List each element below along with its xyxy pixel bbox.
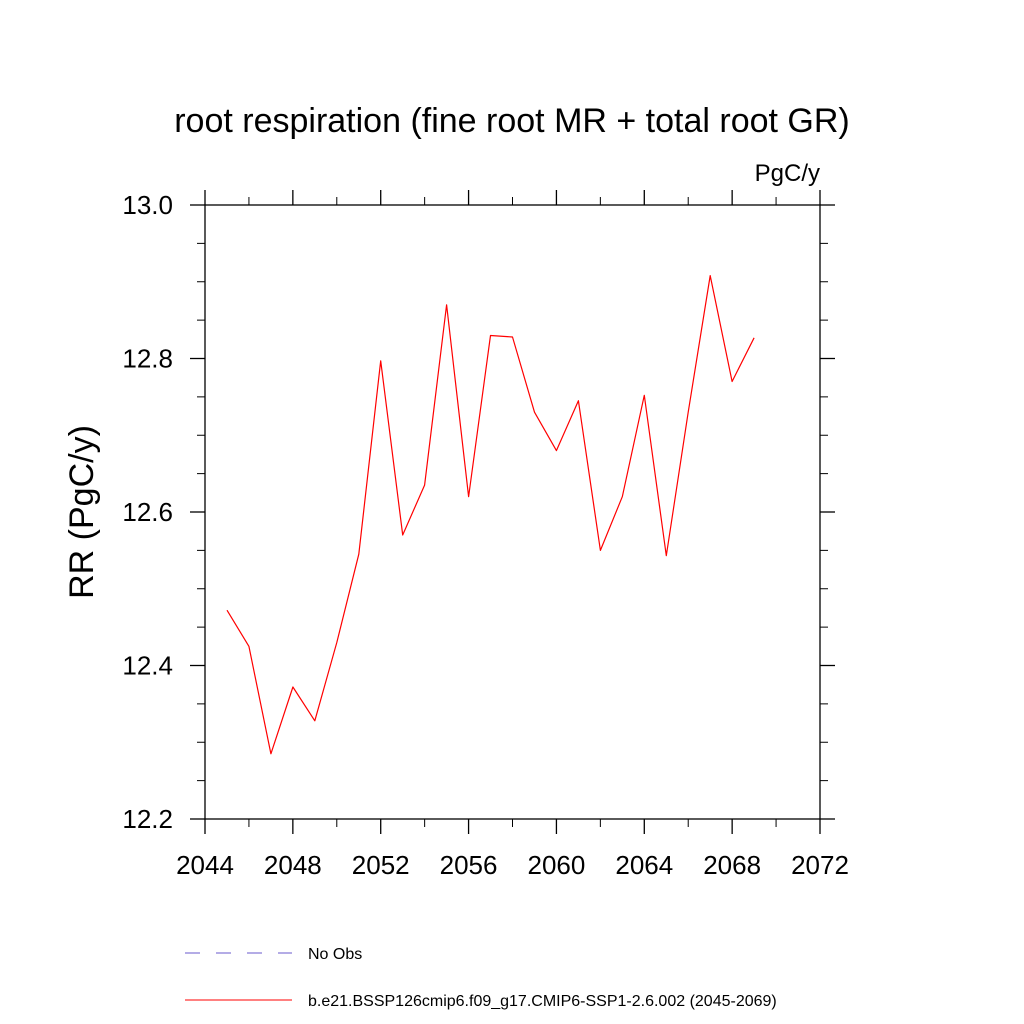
chart-title: root respiration (fine root MR + total r… (174, 102, 850, 140)
y-tick-label: 12.6 (122, 497, 173, 527)
series-line (226, 275, 755, 755)
y-tick-label: 13.0 (122, 190, 173, 220)
y-axis-label: RR (PgC/y) (63, 425, 101, 599)
legend: No Obs b.e21.BSSP126cmip6.f09_g17.CMIP6-S… (185, 946, 777, 1010)
axis-ticks (190, 190, 835, 834)
x-tick-label: 2048 (264, 850, 322, 880)
y-tick-label: 12.4 (122, 651, 173, 681)
x-tick-label: 2064 (615, 850, 673, 880)
x-tick-label: 2060 (528, 850, 586, 880)
plot-series (226, 275, 755, 755)
legend-label: b.e21.BSSP126cmip6.f09_g17.CMIP6-SSP1-2.… (308, 993, 777, 1010)
units-label: PgC/y (755, 160, 820, 187)
x-tick-label: 2068 (703, 850, 761, 880)
legend-label: No Obs (308, 946, 362, 963)
tick-labels: 2044 2048 2052 2056 2060 2064 2068 2072 12.2 12.4… (122, 190, 849, 880)
x-tick-label: 2044 (176, 850, 234, 880)
x-tick-label: 2056 (440, 850, 498, 880)
y-tick-label: 12.2 (122, 804, 173, 834)
plot-frame (204, 204, 821, 820)
x-tick-label: 2072 (791, 850, 849, 880)
x-tick-label: 2052 (352, 850, 410, 880)
y-tick-label: 12.8 (122, 344, 173, 374)
